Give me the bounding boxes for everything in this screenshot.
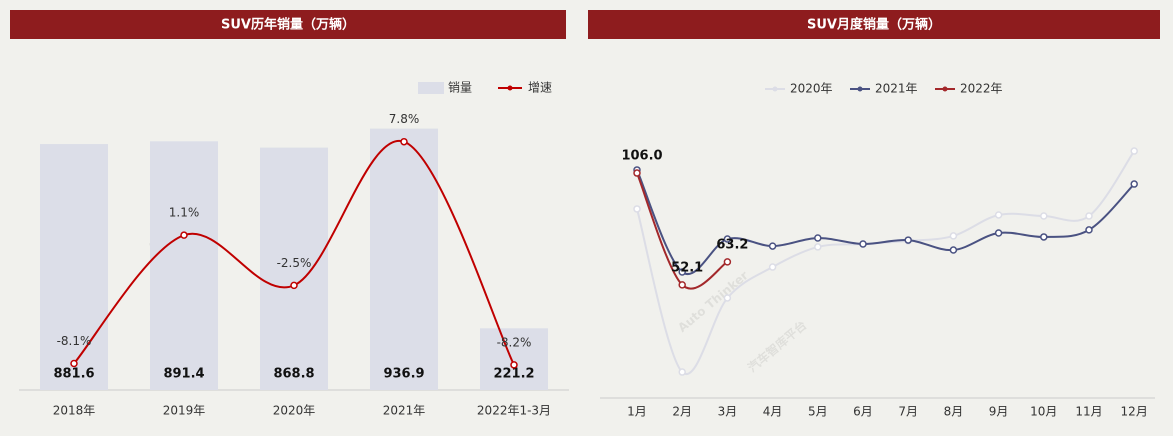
point <box>859 240 867 248</box>
point <box>723 235 732 243</box>
x-tick-label: 10月 <box>1030 405 1057 419</box>
point <box>904 236 912 244</box>
chart-title: SUV历年销量（万辆） <box>221 17 355 33</box>
x-tick-label: 8月 <box>944 405 964 419</box>
point <box>1040 233 1048 241</box>
legend-marker <box>857 86 863 92</box>
line <box>636 169 1135 276</box>
bar <box>150 141 218 390</box>
data-label: -8.1% <box>57 334 92 348</box>
point <box>1040 212 1048 220</box>
x-tick-label: 9月 <box>989 405 1009 419</box>
x-tick-label: 1月 <box>627 405 647 419</box>
legend-label: 2021年 <box>875 82 918 96</box>
point <box>768 263 777 271</box>
point <box>1130 180 1138 188</box>
x-tick-label: 7月 <box>898 405 918 419</box>
point <box>723 294 732 302</box>
point <box>723 258 732 266</box>
point <box>994 229 1003 237</box>
x-tick-label: 2月 <box>672 405 692 419</box>
point <box>814 234 822 242</box>
legend-label: 2022年 <box>960 82 1003 96</box>
legend-marker <box>942 86 948 92</box>
x-tick-label: 12月 <box>1121 405 1148 419</box>
bar <box>370 128 438 390</box>
line <box>636 150 1136 376</box>
point <box>1130 147 1138 155</box>
x-tick-label: 2019年 <box>163 404 206 418</box>
x-tick-label: 2020年 <box>273 404 316 418</box>
line <box>73 140 515 366</box>
data-label: 936.9 <box>383 367 424 382</box>
point <box>814 243 822 251</box>
x-tick-label: 2022年1-3月 <box>477 404 551 418</box>
point <box>633 169 641 177</box>
data-label: 106.0 <box>621 149 662 164</box>
x-tick-label: 11月 <box>1075 405 1102 419</box>
x-tick-label: 6月 <box>853 405 873 419</box>
bar <box>260 147 328 390</box>
data-label: 221.2 <box>493 367 534 382</box>
point <box>678 268 686 276</box>
legend-label: 2020年 <box>790 82 833 96</box>
data-label: 1.1% <box>169 206 200 220</box>
data-label: -2.5% <box>277 256 312 270</box>
point <box>400 137 408 146</box>
data-label: 7.8% <box>389 112 420 126</box>
point <box>949 246 958 254</box>
point <box>290 281 298 290</box>
point <box>1085 212 1093 220</box>
title-bar <box>10 10 566 39</box>
data-label: -8.2% <box>497 335 532 349</box>
data-label: 881.6 <box>53 367 94 382</box>
point <box>70 359 78 368</box>
point <box>678 281 686 289</box>
x-tick-label: 5月 <box>808 405 828 419</box>
data-label: 891.4 <box>163 367 204 382</box>
data-label: 63.2 <box>716 237 748 252</box>
bar <box>480 328 548 390</box>
title-bar <box>588 10 1160 39</box>
data-label: 868.8 <box>273 367 314 382</box>
point <box>1085 226 1093 234</box>
point <box>994 211 1003 219</box>
point <box>678 368 686 376</box>
point <box>949 232 958 240</box>
x-tick-label: 2018年 <box>53 404 96 418</box>
legend-marker <box>507 85 513 91</box>
legend-label: 增速 <box>528 81 552 95</box>
watermark-sub: 汽车智库平台 <box>745 317 810 375</box>
x-tick-label: 3月 <box>718 405 738 419</box>
data-label: 52.1 <box>671 260 703 275</box>
legend-swatch <box>418 82 444 94</box>
point <box>768 242 777 250</box>
bar <box>40 144 108 390</box>
x-tick-label: 2021年 <box>383 404 426 418</box>
point <box>180 231 188 239</box>
x-tick-label: 4月 <box>763 405 783 419</box>
point <box>633 205 641 213</box>
legend-marker <box>772 86 778 92</box>
point <box>510 361 518 369</box>
chart-title: SUV月度销量（万辆） <box>807 17 941 33</box>
legend-label: 销量 <box>448 81 472 95</box>
